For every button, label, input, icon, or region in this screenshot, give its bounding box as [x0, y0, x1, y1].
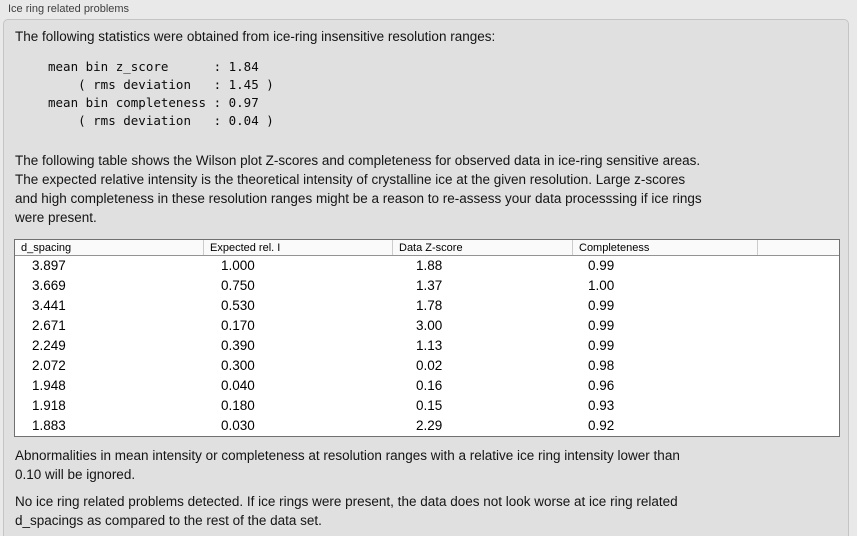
cell-completeness: 1.00 — [588, 278, 615, 293]
cell-d-spacing: 3.441 — [32, 298, 66, 313]
cell-data-z-score: 2.29 — [416, 418, 443, 433]
cell-expected-rel-i: 0.750 — [221, 278, 255, 293]
cell-expected-rel-i: 0.040 — [221, 378, 255, 393]
table-row[interactable]: 1.948 0.040 0.16 0.96 — [15, 376, 839, 396]
cell-expected-rel-i: 0.300 — [221, 358, 255, 373]
conclusion-text: No ice ring related problems detected. I… — [15, 494, 678, 528]
cell-expected-rel-i: 0.180 — [221, 398, 255, 413]
cell-expected-rel-i: 0.170 — [221, 318, 255, 333]
cell-data-z-score: 1.13 — [416, 338, 443, 353]
cell-data-z-score: 1.88 — [416, 258, 443, 273]
cell-completeness: 0.93 — [588, 398, 615, 413]
cell-d-spacing: 1.883 — [32, 418, 66, 433]
ice-ring-table[interactable]: d_spacing Expected rel. I Data Z-score C… — [14, 239, 840, 437]
table-row[interactable]: 2.072 0.300 0.02 0.98 — [15, 356, 839, 376]
table-description-text: The following table shows the Wilson plo… — [15, 153, 702, 225]
cell-data-z-score: 0.15 — [416, 398, 443, 413]
table-row[interactable]: 3.441 0.530 1.78 0.99 — [15, 296, 839, 316]
cell-d-spacing: 2.072 — [32, 358, 66, 373]
cell-data-z-score: 1.78 — [416, 298, 443, 313]
header-completeness[interactable]: Completeness — [573, 240, 758, 255]
cell-completeness: 0.96 — [588, 378, 615, 393]
table-row[interactable]: 1.883 0.030 2.29 0.92 — [15, 416, 839, 436]
cell-data-z-score: 0.16 — [416, 378, 443, 393]
table-row[interactable]: 3.669 0.750 1.37 1.00 — [15, 276, 839, 296]
cell-data-z-score: 3.00 — [416, 318, 443, 333]
header-expected-rel-i[interactable]: Expected rel. I — [204, 240, 393, 255]
ice-ring-panel: The following statistics were obtained f… — [3, 19, 849, 536]
cell-data-z-score: 1.37 — [416, 278, 443, 293]
header-empty — [758, 240, 839, 255]
table-row[interactable]: 2.671 0.170 3.00 0.99 — [15, 316, 839, 336]
cell-d-spacing: 3.669 — [32, 278, 66, 293]
cell-expected-rel-i: 0.530 — [221, 298, 255, 313]
table-header-row: d_spacing Expected rel. I Data Z-score C… — [15, 240, 839, 256]
cell-completeness: 0.98 — [588, 358, 615, 373]
ignore-note-text: Abnormalities in mean intensity or compl… — [15, 448, 680, 482]
header-data-z-score[interactable]: Data Z-score — [393, 240, 573, 255]
table-body: 3.897 1.000 1.88 0.99 3.669 0.750 1.37 1… — [15, 256, 839, 436]
cell-d-spacing: 2.671 — [32, 318, 66, 333]
header-d-spacing[interactable]: d_spacing — [15, 240, 204, 255]
cell-d-spacing: 2.249 — [32, 338, 66, 353]
table-row[interactable]: 2.249 0.390 1.13 0.99 — [15, 336, 839, 356]
table-row[interactable]: 1.918 0.180 0.15 0.93 — [15, 396, 839, 416]
cell-expected-rel-i: 0.030 — [221, 418, 255, 433]
panel-title: Ice ring related problems — [8, 3, 130, 15]
stats-block: mean bin z_score : 1.84 ( rms deviation … — [48, 59, 274, 128]
cell-data-z-score: 0.02 — [416, 358, 443, 373]
cell-completeness: 0.99 — [588, 338, 615, 353]
cell-d-spacing: 1.918 — [32, 398, 66, 413]
cell-completeness: 0.92 — [588, 418, 615, 433]
cell-d-spacing: 1.948 — [32, 378, 66, 393]
cell-completeness: 0.99 — [588, 318, 615, 333]
cell-expected-rel-i: 1.000 — [221, 258, 255, 273]
cell-expected-rel-i: 0.390 — [221, 338, 255, 353]
table-row[interactable]: 3.897 1.000 1.88 0.99 — [15, 256, 839, 276]
cell-completeness: 0.99 — [588, 298, 615, 313]
stats-intro-text: The following statistics were obtained f… — [15, 29, 496, 44]
cell-completeness: 0.99 — [588, 258, 615, 273]
cell-d-spacing: 3.897 — [32, 258, 66, 273]
